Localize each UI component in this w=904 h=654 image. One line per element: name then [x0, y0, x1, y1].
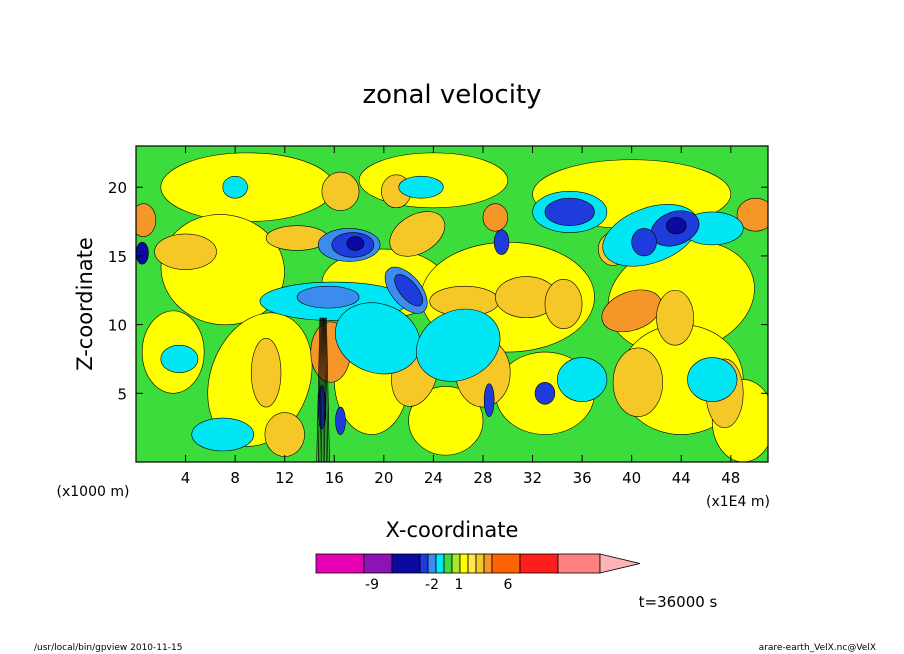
contour-region: [631, 228, 657, 257]
colorbar-tick-label: -9: [365, 577, 379, 593]
colorbar-swatch: [363, 553, 393, 574]
contour-line: [317, 317, 322, 462]
contour-line: [316, 317, 321, 462]
x-tick-label: 28: [473, 469, 492, 487]
colorbar-tick-label: 1: [455, 577, 464, 593]
contour-region: [394, 274, 423, 307]
colorbar-swatch: [315, 553, 365, 574]
colorbar-swatch: [519, 553, 559, 574]
contour-region: [482, 203, 509, 232]
x-tick-label: 20: [374, 469, 393, 487]
footer-left-text: /usr/local/bin/gpview 2010-11-15: [34, 643, 182, 653]
x-tick-label: 8: [230, 469, 240, 487]
colorbar-swatch: [467, 553, 477, 574]
colorbar-arrow: [599, 553, 641, 574]
y-axis-label: Z-coordinate: [73, 237, 97, 371]
contour-region: [612, 347, 663, 417]
x-tick-label: 48: [721, 469, 740, 487]
contour-line: [325, 317, 329, 462]
y-tick-label: 15: [108, 248, 127, 266]
x-tick-label: 32: [523, 469, 542, 487]
y-tick-label: 20: [108, 179, 127, 197]
x-axis-label: X-coordinate: [386, 518, 519, 542]
contour-line: [325, 317, 330, 462]
contour-region: [544, 278, 583, 330]
contour-region: [415, 308, 501, 382]
contour-line: [323, 317, 326, 462]
contour-line: [321, 317, 323, 462]
contour-region: [483, 383, 495, 417]
x-axis: 4 8 12 16 20 24 28 32 36 40 44 48: [181, 146, 740, 487]
colorbar-swatch: [427, 553, 437, 574]
chart-title: zonal velocity: [362, 80, 541, 110]
contour-line: [319, 317, 322, 462]
footer-right-text: arare-earth_VelX.nc@VelX: [759, 643, 876, 653]
x-tick-label: 44: [672, 469, 691, 487]
colorbar-swatch: [443, 553, 453, 574]
colorbar-swatch: [557, 553, 601, 574]
time-label: t=36000 s: [639, 593, 718, 611]
y-axis: 5 10 15 20: [108, 179, 768, 403]
colorbar-tick-label: 6: [504, 577, 513, 593]
x-tick-label: 16: [325, 469, 344, 487]
contour-region: [136, 203, 157, 237]
y-unit-label: (x1000 m): [57, 484, 130, 500]
contour-region: [398, 175, 444, 199]
x-tick-label: 12: [275, 469, 294, 487]
contour-region: [335, 406, 346, 435]
contour-region: [557, 357, 608, 402]
y-tick-label: 10: [108, 317, 127, 335]
colorbar-swatch: [451, 553, 461, 574]
y-tick-label: 5: [117, 385, 127, 403]
colorbar-swatch: [435, 553, 445, 574]
contour-region: [154, 233, 217, 270]
contour-region: [321, 171, 360, 211]
x-tick-label: 36: [573, 469, 592, 487]
x-tick-label: 24: [424, 469, 443, 487]
colorbar-swatch: [419, 553, 429, 574]
colorbar-swatch: [459, 553, 469, 574]
colorbar-swatch: [475, 553, 485, 574]
colorbar-swatch: [483, 553, 493, 574]
contour-region: [656, 289, 694, 346]
contour-region: [264, 412, 305, 457]
colorbar: -9 -2 1 6: [315, 553, 641, 593]
contour-region: [666, 217, 687, 235]
contour-region: [534, 382, 556, 405]
plot-frame: [135, 145, 769, 463]
contour-region: [687, 357, 738, 402]
contour-region: [493, 229, 510, 255]
colorbar-swatch: [391, 553, 421, 574]
x-tick-label: 4: [181, 469, 191, 487]
contour-region: [346, 236, 365, 251]
colorbar-tick-label: -2: [425, 577, 439, 593]
x-tick-label: 40: [622, 469, 641, 487]
x-unit-label: (x1E4 m): [706, 494, 770, 510]
colorbar-swatch: [491, 553, 521, 574]
heatmap-field: [136, 146, 768, 462]
contour-region: [408, 386, 484, 456]
contour-line: [324, 317, 327, 462]
contour-region: [544, 197, 595, 226]
contour-region: [222, 175, 248, 199]
contour-region: [296, 285, 360, 309]
contour-region: [191, 417, 255, 452]
contour-region: [160, 344, 199, 373]
contour-region: [736, 197, 768, 232]
contour-region: [389, 211, 446, 257]
contour-region: [250, 338, 282, 408]
contour-region: [136, 241, 149, 265]
